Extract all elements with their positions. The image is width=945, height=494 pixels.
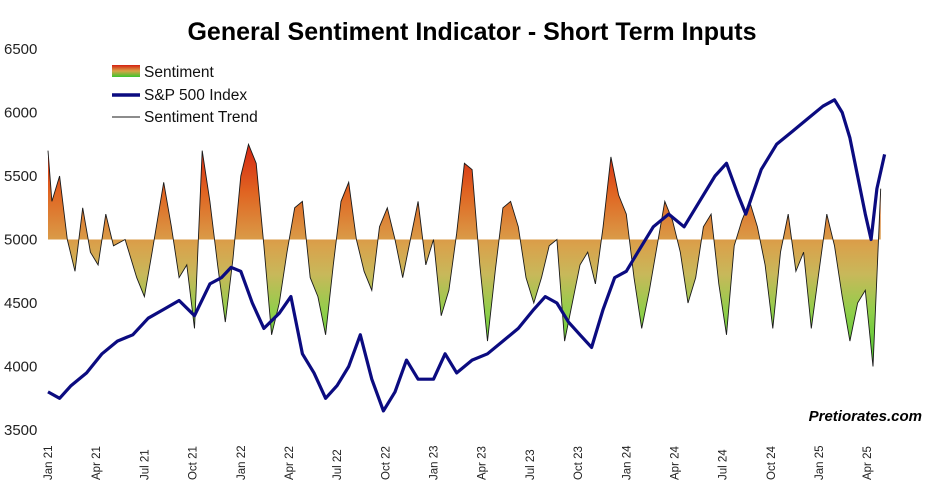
- y-tick-label: 6000: [4, 105, 37, 122]
- sentiment-trend-line: [47, 142, 882, 367]
- x-tick-label: Jan 24: [621, 445, 633, 480]
- x-tick-label: Apr 21: [91, 446, 103, 480]
- legend-swatch-sentiment: [112, 65, 140, 77]
- y-tick-label: 3500: [4, 422, 37, 439]
- sentiment-fill: [48, 144, 881, 367]
- legend: Sentiment S&P 500 Index Sentiment Trend: [112, 64, 258, 126]
- x-tick-label: Jul 23: [525, 449, 537, 480]
- y-tick-label: 4000: [4, 359, 37, 376]
- y-tick-label: 5000: [4, 232, 37, 249]
- x-tick-label: Jul 21: [139, 449, 151, 480]
- x-tick-label: Apr 22: [284, 446, 296, 480]
- x-tick-label: Apr 25: [862, 446, 874, 480]
- x-tick-label: Jan 22: [236, 445, 248, 480]
- x-tick-label: Jul 24: [718, 449, 730, 480]
- x-tick-label: Oct 24: [766, 446, 778, 480]
- legend-label-trend: Sentiment Trend: [144, 109, 258, 126]
- chart-title: General Sentiment Indicator - Short Term…: [187, 18, 756, 46]
- y-tick-label: 5500: [4, 168, 37, 185]
- x-tick-label: Oct 21: [188, 446, 200, 480]
- x-tick-label: Oct 23: [573, 446, 585, 480]
- y-tick-label: 6500: [4, 41, 37, 58]
- x-tick-label: Jul 22: [332, 449, 344, 480]
- x-tick-label: Oct 22: [380, 446, 392, 480]
- legend-label-sp500: S&P 500 Index: [144, 87, 247, 104]
- x-tick-label: Jan 21: [43, 445, 55, 480]
- x-tick-label: Apr 24: [669, 446, 681, 480]
- watermark: Pretiorates.com: [809, 408, 922, 425]
- y-axis-ticks: 6500 6000 5500 5000 4500 4000 3500: [4, 41, 37, 439]
- x-tick-label: Jan 25: [814, 445, 826, 480]
- x-tick-label: Apr 23: [477, 446, 489, 480]
- sp500-series: [47, 98, 887, 413]
- x-tick-label: Jan 23: [429, 445, 441, 480]
- sentiment-area: [47, 142, 882, 367]
- y-tick-label: 4500: [4, 295, 37, 312]
- sp500-line: [47, 98, 887, 413]
- legend-label-sentiment: Sentiment: [144, 64, 214, 81]
- x-axis-ticks: Jan 21 Apr 21 Jul 21 Oct 21 Jan 22 Apr 22 Jul …: [43, 445, 874, 480]
